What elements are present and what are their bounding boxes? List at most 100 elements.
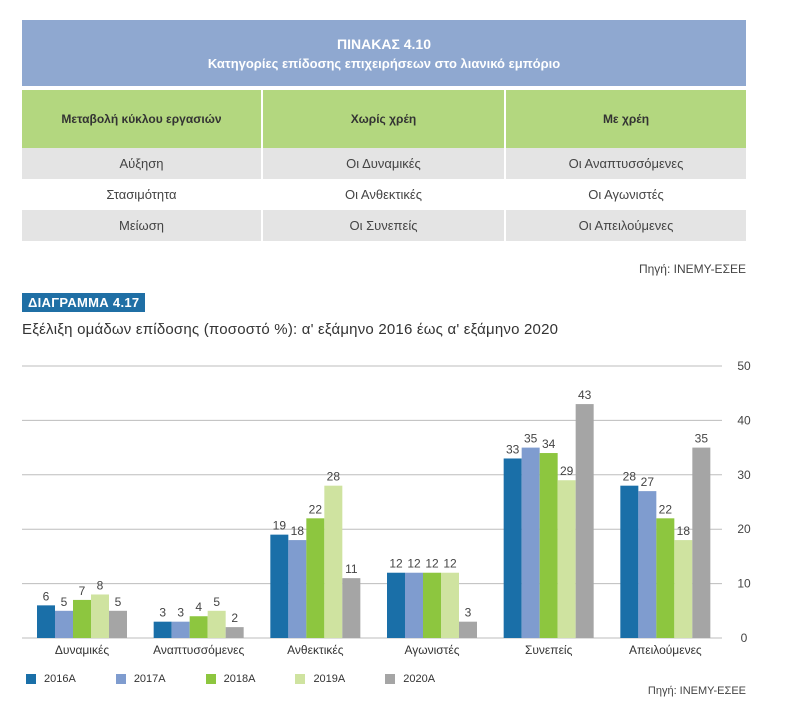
bar [73,599,91,638]
data-label: 12 [443,557,457,571]
table-number: ΠΙΝΑΚΑΣ 4.10 [337,36,431,52]
bar [342,578,361,638]
table-cell: Οι Συνεπείς [263,210,506,241]
table-4-10: ΠΙΝΑΚΑΣ 4.10 Κατηγορίες επίδοσης επιχειρ… [22,20,746,241]
data-label: 22 [309,502,323,516]
data-label: 22 [659,502,673,516]
data-label: 28 [623,470,637,484]
legend-item: 2016Α [26,673,76,685]
data-label: 34 [542,437,556,451]
data-label: 35 [524,432,538,446]
bar [270,534,289,638]
bar [503,458,522,638]
table-cell: Οι Αγωνιστές [588,187,664,202]
table-source: Πηγή: ΙΝΕΜΥ-ΕΣΕΕ [638,262,746,276]
bar [521,447,540,638]
x-tick-label: Ανθεκτικές [287,643,344,657]
bar [324,485,343,638]
table-row: Μείωση Οι Συνεπείς Οι Απειλούμενες [22,210,746,241]
bar [306,518,325,638]
data-label: 8 [97,578,104,592]
bar [37,605,55,638]
y-tick-label: 0 [741,631,748,645]
column-header-with-debt: Με χρέη [506,90,746,148]
data-label: 5 [213,595,220,609]
y-tick-label: 40 [737,413,751,427]
data-label: 4 [195,600,202,614]
table-row: Αύξηση Οι Δυναμικές Οι Αναπτυσσόμενες [22,148,746,179]
data-label: 18 [291,524,305,538]
table-cell: Στασιμότητα [22,179,263,210]
chart-legend: 2016Α 2017Α 2018Α 2019Α 2020Α [26,673,475,685]
bar [189,616,208,638]
data-label: 19 [273,519,287,533]
data-label: 27 [641,475,655,489]
table-cell: Οι Ανθεκτικές [263,179,506,210]
x-tick-label: Δυναμικές [55,643,109,657]
bar [405,572,423,638]
data-label: 12 [389,557,403,571]
x-tick-label: Απειλούμενες [629,643,702,657]
data-label: 6 [43,589,50,603]
legend-label: 2018Α [223,673,256,685]
data-label: 11 [345,562,358,576]
data-label: 7 [79,584,86,598]
bar [55,610,73,638]
bar [441,572,459,638]
data-label: 18 [677,524,691,538]
table-cell: Μείωση [22,210,263,241]
bar [557,480,576,638]
legend-item: 2017Α [115,673,166,685]
data-label: 12 [407,557,421,571]
y-tick-label: 20 [737,522,751,536]
bar [109,610,127,638]
legend-swatch [205,674,216,684]
table-row: Στασιμότητα Οι Ανθεκτικές Οι Αγωνιστές [22,179,746,210]
bar [575,404,594,638]
bar [638,491,657,638]
legend-swatch [26,674,36,684]
data-label: 5 [115,595,122,609]
table-cell: Οι Απειλούμενες [506,210,746,241]
data-label: 33 [506,442,520,456]
bar [225,627,244,638]
table-title: Κατηγορίες επίδοσης επιχειρήσεων στο λια… [207,56,561,71]
y-tick-label: 50 [737,359,751,373]
data-label: 5 [61,595,68,609]
legend-label: 2017Α [133,673,166,685]
table-cell: Αύξηση [22,148,263,179]
bar [692,447,711,638]
legend-item: 2020Α [385,673,435,685]
legend-swatch [295,674,306,684]
data-label: 12 [425,557,439,571]
bar [423,572,441,638]
data-label: 28 [327,470,341,484]
data-label: 35 [695,432,709,446]
data-label: 3 [465,606,472,620]
bar [207,610,226,638]
bar [674,540,693,638]
legend-label: 2020Α [403,673,436,685]
legend-item: 2019Α [295,673,345,685]
bar [153,621,172,638]
bar [171,621,190,638]
table-header: ΠΙΝΑΚΑΣ 4.10 Κατηγορίες επίδοσης επιχειρ… [22,20,746,86]
legend-item: 2018Α [205,673,256,685]
legend-label: 2019Α [313,673,346,685]
x-tick-label: Αναπτυσσόμενες [153,643,244,657]
table-column-headers: Μεταβολή κύκλου εργασιών Χωρίς χρέη Με χ… [22,90,746,148]
legend-label: 2016Α [44,673,76,685]
diagram-source: Πηγή: ΙΝΕΜΥ-ΕΣΕΕ [647,685,746,697]
y-tick-label: 30 [737,468,751,482]
x-tick-label: Συνεπείς [525,643,573,657]
legend-swatch [115,674,126,684]
data-label: 29 [560,464,574,478]
data-label: 3 [159,606,166,620]
legend-swatch [385,674,396,684]
data-label: 3 [177,606,184,620]
bar [387,572,405,638]
bar [620,485,639,638]
table-cell: Οι Δυναμικές [263,148,506,179]
data-label: 2 [231,611,238,625]
column-header-no-debt: Χωρίς χρέη [263,90,506,148]
